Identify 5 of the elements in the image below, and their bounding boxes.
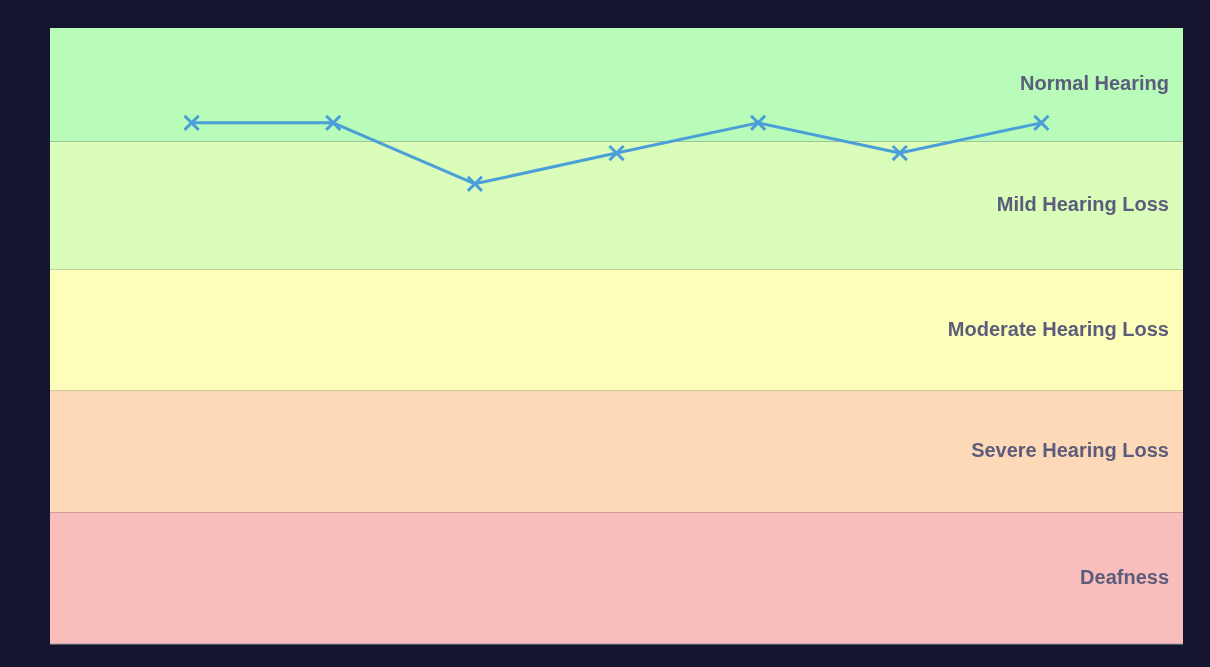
band-label: Deafness xyxy=(1080,565,1169,588)
band-label: Moderate Hearing Loss xyxy=(947,317,1169,340)
band-label: Severe Hearing Loss xyxy=(971,438,1169,461)
band-label: Normal Hearing xyxy=(1020,72,1169,95)
band-label: Mild Hearing Loss xyxy=(996,193,1169,216)
